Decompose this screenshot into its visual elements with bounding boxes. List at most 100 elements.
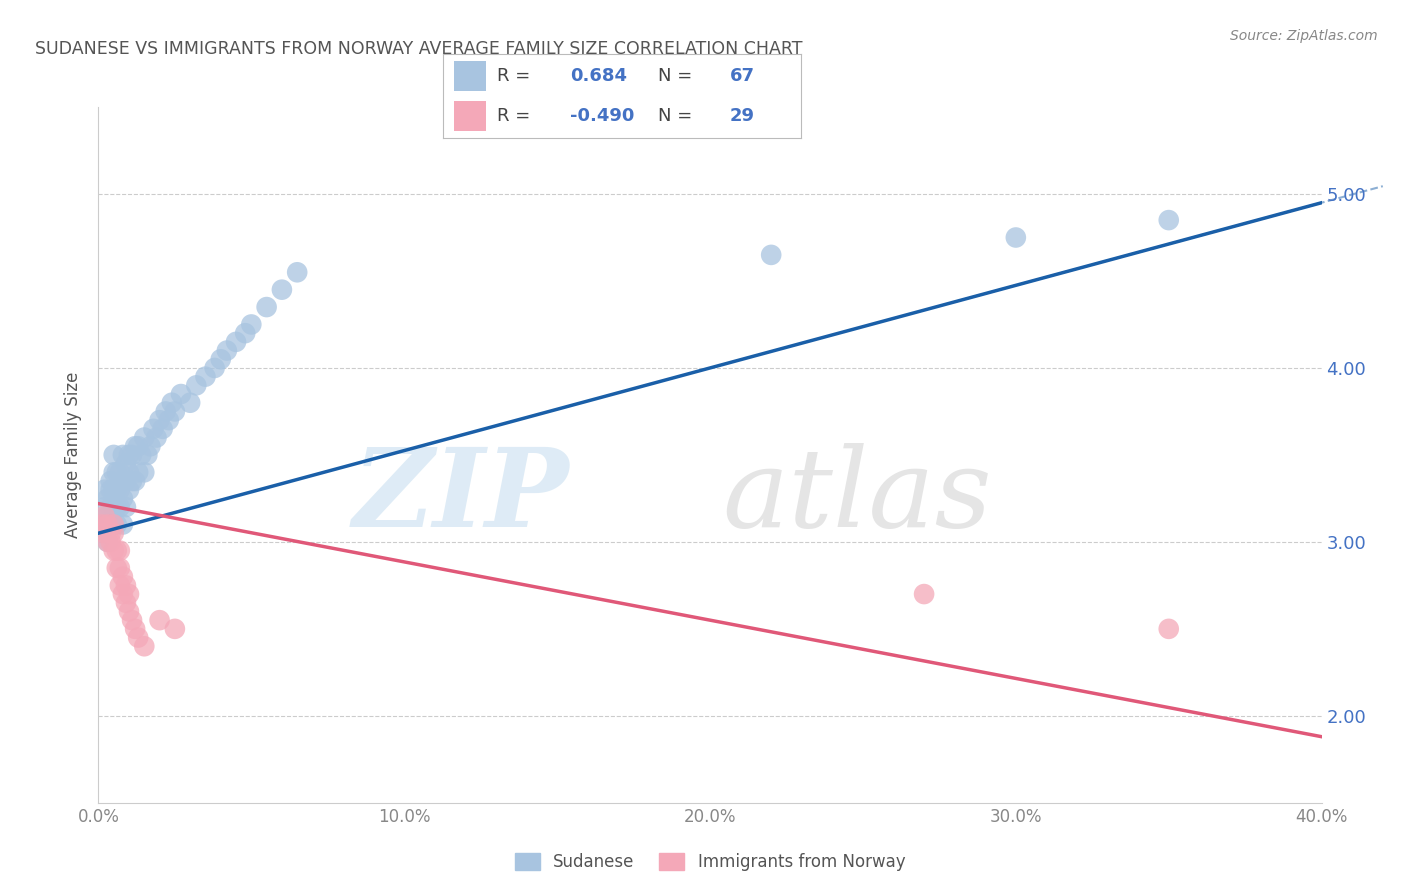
Point bbox=[103, 543, 125, 558]
Text: 67: 67 bbox=[730, 67, 755, 85]
Point bbox=[115, 474, 138, 488]
Point bbox=[215, 343, 238, 358]
Point bbox=[118, 483, 141, 497]
Point bbox=[100, 526, 122, 541]
Point bbox=[124, 439, 146, 453]
Point bbox=[90, 517, 112, 532]
Point bbox=[163, 404, 186, 418]
Point bbox=[149, 613, 172, 627]
Point bbox=[149, 413, 172, 427]
Point bbox=[134, 466, 156, 480]
Text: atlas: atlas bbox=[723, 443, 991, 550]
Point bbox=[108, 500, 131, 514]
Point bbox=[134, 639, 156, 653]
Text: N =: N = bbox=[658, 107, 692, 125]
Point bbox=[256, 300, 278, 314]
Text: Source: ZipAtlas.com: Source: ZipAtlas.com bbox=[1230, 29, 1378, 43]
Point bbox=[759, 248, 782, 262]
Point bbox=[225, 334, 247, 349]
Point bbox=[118, 448, 141, 462]
Point bbox=[105, 500, 128, 514]
Bar bbox=[454, 62, 486, 91]
Point bbox=[103, 517, 125, 532]
Y-axis label: Average Family Size: Average Family Size bbox=[65, 372, 83, 538]
Point bbox=[1157, 213, 1180, 227]
Point bbox=[163, 622, 186, 636]
Point bbox=[121, 613, 143, 627]
Point bbox=[105, 483, 128, 497]
Point bbox=[93, 483, 115, 497]
Point bbox=[155, 404, 177, 418]
Point bbox=[103, 448, 125, 462]
Point bbox=[145, 431, 167, 445]
Point bbox=[157, 413, 180, 427]
Point bbox=[97, 491, 120, 506]
Text: -0.490: -0.490 bbox=[571, 107, 634, 125]
Point bbox=[105, 543, 128, 558]
Point bbox=[139, 439, 162, 453]
Text: R =: R = bbox=[496, 67, 530, 85]
Point bbox=[209, 352, 232, 367]
Point bbox=[103, 517, 125, 532]
Point bbox=[103, 483, 125, 497]
Point bbox=[108, 483, 131, 497]
Point bbox=[129, 448, 152, 462]
Text: SUDANESE VS IMMIGRANTS FROM NORWAY AVERAGE FAMILY SIZE CORRELATION CHART: SUDANESE VS IMMIGRANTS FROM NORWAY AVERA… bbox=[35, 40, 803, 58]
Point bbox=[111, 570, 134, 584]
Text: ZIP: ZIP bbox=[353, 443, 569, 550]
Point bbox=[160, 396, 183, 410]
Point bbox=[186, 378, 208, 392]
Point bbox=[179, 396, 201, 410]
Point bbox=[118, 587, 141, 601]
Point bbox=[100, 474, 122, 488]
Text: 29: 29 bbox=[730, 107, 755, 125]
Point bbox=[134, 431, 156, 445]
Point bbox=[100, 535, 122, 549]
Point bbox=[912, 587, 935, 601]
Point bbox=[270, 283, 292, 297]
Point bbox=[194, 369, 217, 384]
Point bbox=[108, 543, 131, 558]
Point bbox=[111, 491, 134, 506]
Point bbox=[93, 500, 115, 514]
Point bbox=[127, 439, 149, 453]
Point bbox=[100, 483, 122, 497]
Point bbox=[1157, 622, 1180, 636]
Point bbox=[108, 578, 131, 592]
Point bbox=[111, 474, 134, 488]
Point bbox=[97, 535, 120, 549]
Text: 0.684: 0.684 bbox=[571, 67, 627, 85]
Legend: Sudanese, Immigrants from Norway: Sudanese, Immigrants from Norway bbox=[508, 847, 912, 878]
Point bbox=[103, 466, 125, 480]
Point bbox=[108, 561, 131, 575]
Point bbox=[97, 535, 120, 549]
Point bbox=[93, 508, 115, 523]
Point bbox=[111, 517, 134, 532]
Point bbox=[170, 387, 193, 401]
Point bbox=[111, 448, 134, 462]
Point bbox=[115, 596, 138, 610]
Point bbox=[100, 517, 122, 532]
Point bbox=[124, 474, 146, 488]
Point bbox=[105, 466, 128, 480]
Point bbox=[285, 265, 308, 279]
Point bbox=[115, 500, 138, 514]
Point bbox=[115, 457, 138, 471]
Point bbox=[103, 526, 125, 541]
Point bbox=[97, 517, 120, 532]
Point bbox=[127, 466, 149, 480]
Point bbox=[118, 466, 141, 480]
Point bbox=[105, 561, 128, 575]
Point bbox=[105, 517, 128, 532]
Text: R =: R = bbox=[496, 107, 530, 125]
Point bbox=[124, 622, 146, 636]
Bar bbox=[454, 101, 486, 130]
Point bbox=[121, 474, 143, 488]
Point bbox=[118, 605, 141, 619]
Point bbox=[115, 578, 138, 592]
Point bbox=[93, 526, 115, 541]
Point bbox=[121, 448, 143, 462]
Point bbox=[204, 361, 226, 376]
Point bbox=[240, 318, 263, 332]
Point bbox=[108, 466, 131, 480]
